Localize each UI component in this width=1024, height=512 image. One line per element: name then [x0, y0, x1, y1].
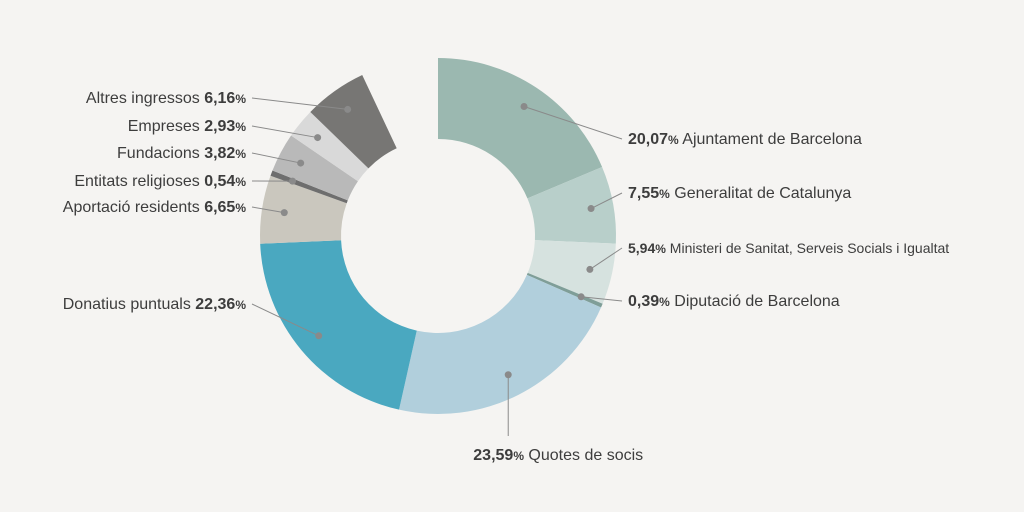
leader-line-aportacio-residents	[251, 206, 285, 214]
slice-quotes-de-socis	[399, 274, 602, 414]
label-percent-sign: %	[659, 295, 670, 309]
label-value: 20,07	[628, 131, 668, 148]
label-quotes-de-socis: 23,59% Quotes de socis	[473, 447, 643, 464]
label-value: 0,54	[204, 173, 235, 190]
label-name: Altres ingressos	[86, 90, 204, 107]
label-name: Fundacions	[117, 145, 204, 162]
label-ministeri-de-sanitat-serveis-socials-i-igualtat: 5,94% Ministeri de Sanitat, Serveis Soci…	[628, 240, 949, 256]
leader-line-ajuntament-de-barcelona	[523, 106, 623, 140]
leader-line-diputacio-de-barcelona	[581, 296, 623, 302]
label-percent-sign: %	[659, 187, 670, 201]
label-percent-sign: %	[655, 242, 666, 256]
label-value: 6,16	[204, 90, 235, 107]
leader-line-fundacions	[251, 152, 301, 164]
leader-line-empreses	[251, 125, 318, 139]
leader-line-altres-ingressos	[251, 97, 348, 110]
label-percent-sign: %	[668, 133, 679, 147]
label-aportacio-residents: Aportació residents 6,65%	[63, 199, 247, 216]
leader-lines	[251, 97, 623, 436]
label-empreses: Empreses 2,93%	[128, 118, 247, 135]
label-name: Aportació residents	[63, 199, 204, 216]
label-percent-sign: %	[235, 175, 246, 189]
label-value: 7,55	[628, 185, 659, 202]
label-name: Generalitat de Catalunya	[670, 185, 852, 202]
label-generalitat-de-catalunya: 7,55% Generalitat de Catalunya	[628, 185, 851, 202]
label-name: Diputació de Barcelona	[670, 293, 840, 310]
label-name: Ajuntament de Barcelona	[679, 131, 862, 148]
label-percent-sign: %	[235, 92, 246, 106]
label-entitats-religioses: Entitats religioses 0,54%	[74, 173, 246, 190]
label-donatius-puntuals: Donatius puntuals 22,36%	[63, 296, 247, 313]
slice-aportacio-residents	[259, 175, 347, 244]
slice-entitats-religioses	[270, 170, 348, 204]
label-diputacio-de-barcelona: 0,39% Diputació de Barcelona	[628, 293, 840, 310]
label-value: 2,93	[204, 118, 235, 135]
label-ajuntament-de-barcelona: 20,07% Ajuntament de Barcelona	[628, 131, 862, 148]
label-name: Quotes de socis	[524, 447, 643, 464]
slice-generalitat-de-catalunya	[527, 167, 616, 244]
slice-labels: 20,07% Ajuntament de Barcelona 7,55% Gene…	[63, 90, 950, 464]
label-altres-ingressos: Altres ingressos 6,16%	[86, 90, 246, 107]
label-percent-sign: %	[235, 201, 246, 215]
label-percent-sign: %	[235, 147, 246, 161]
label-value: 0,39	[628, 293, 659, 310]
label-fundacions: Fundacions 3,82%	[117, 145, 246, 162]
leader-line-generalitat-de-catalunya	[590, 192, 623, 209]
donut-slices	[259, 58, 616, 414]
slice-fundacions	[272, 135, 358, 201]
label-name: Entitats religioses	[74, 173, 204, 190]
slice-ministeri-de-sanitat-serveis-socials-i-igualtat	[527, 240, 616, 304]
label-name: Donatius puntuals	[63, 296, 196, 313]
label-percent-sign: %	[513, 449, 524, 463]
slice-donatius-puntuals	[260, 240, 417, 410]
label-value: 3,82	[204, 145, 235, 162]
label-percent-sign: %	[235, 120, 246, 134]
label-name: Empreses	[128, 118, 204, 135]
label-value: 6,65	[204, 199, 235, 216]
label-name: Ministeri de Sanitat, Serveis Socials i …	[666, 240, 949, 256]
label-percent-sign: %	[235, 298, 246, 312]
slice-altres-ingressos	[310, 74, 397, 169]
slice-ajuntament-de-barcelona	[438, 58, 603, 199]
label-value: 5,94	[628, 240, 655, 256]
slice-empreses	[291, 111, 369, 182]
leader-line-ministeri-de-sanitat-serveis-socials-i-igualtat	[589, 247, 623, 270]
label-value: 22,36	[195, 296, 235, 313]
label-value: 23,59	[473, 447, 513, 464]
leader-line-donatius-puntuals	[251, 303, 319, 337]
